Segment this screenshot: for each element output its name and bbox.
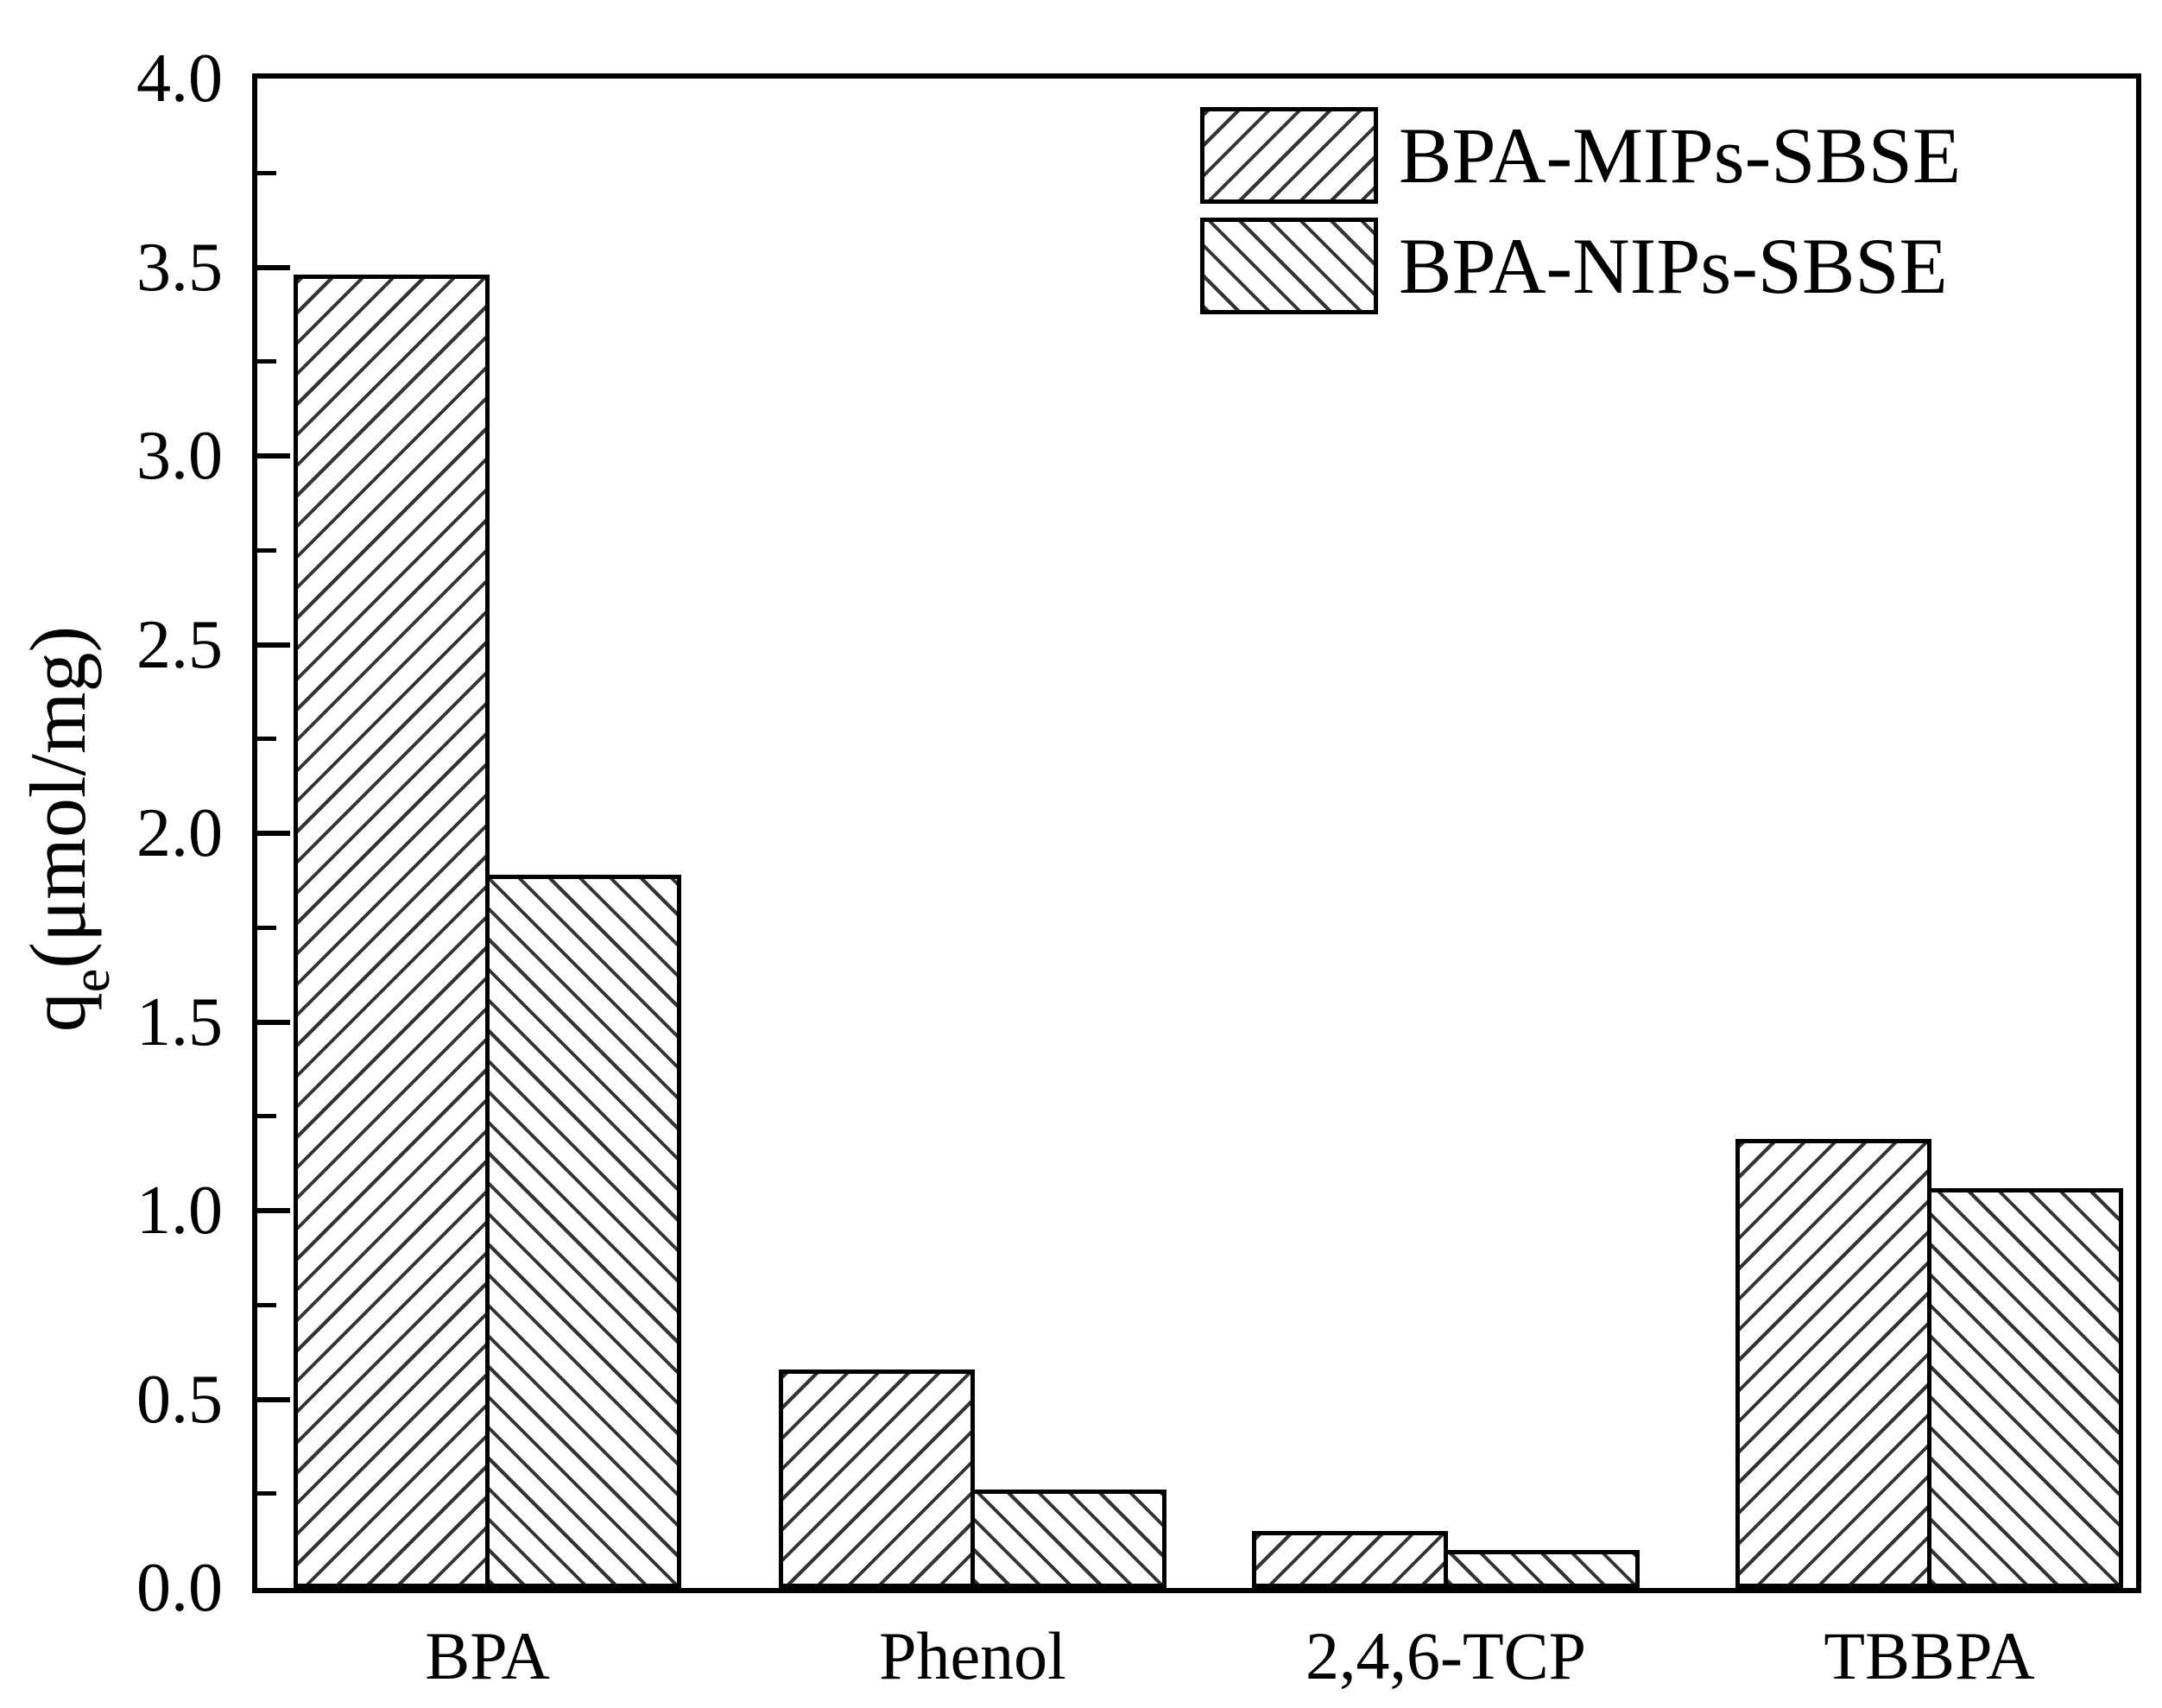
y-tick-label: 1.5 xyxy=(136,984,223,1060)
bar-nips-Phenol xyxy=(970,1490,1166,1588)
y-tick-label: 4.0 xyxy=(136,41,223,117)
legend-swatch-nips xyxy=(1200,218,1378,314)
y-tick-minor xyxy=(257,359,276,364)
bar-nips-BPA xyxy=(485,875,681,1588)
y-tick-major xyxy=(257,831,290,836)
y-tick-label: 2.0 xyxy=(136,795,223,871)
y-tick-label: 0.5 xyxy=(136,1361,223,1438)
bar-mips-TBBPA xyxy=(1735,1138,1931,1588)
bar-mips-BPA xyxy=(294,275,490,1588)
y-tick-minor xyxy=(257,547,276,553)
y-tick-major xyxy=(257,1396,290,1402)
x-category-label: BPA xyxy=(425,1618,550,1693)
legend-swatch-mips xyxy=(1200,107,1378,204)
y-tick-major xyxy=(257,1208,290,1213)
y-tick-minor xyxy=(257,1302,276,1307)
plot-area xyxy=(252,73,2141,1593)
y-tick-label: 3.0 xyxy=(136,418,223,494)
x-category-label: Phenol xyxy=(879,1618,1066,1693)
y-tick-label: 3.5 xyxy=(136,229,223,306)
y-tick-minor xyxy=(257,1114,276,1119)
y-tick-minor xyxy=(257,170,276,175)
x-category-label: 2,4,6-TCP xyxy=(1305,1618,1587,1693)
bar-nips-2,4,6-TCP xyxy=(1444,1550,1640,1588)
x-category-label: TBBPA xyxy=(1824,1618,2035,1693)
y-tick-major xyxy=(257,264,290,270)
y-tick-minor xyxy=(257,737,276,742)
y-tick-major xyxy=(257,1019,290,1025)
y-tick-minor xyxy=(257,1491,276,1496)
y-tick-major xyxy=(257,453,290,459)
legend-label-nips: BPA-NIPs-SBSE xyxy=(1399,222,1948,310)
y-tick-label: 1.0 xyxy=(136,1173,223,1249)
bar-mips-2,4,6-TCP xyxy=(1252,1531,1448,1588)
y-tick-minor xyxy=(257,925,276,930)
bar-mips-Phenol xyxy=(779,1369,975,1588)
y-tick-label: 2.5 xyxy=(136,606,223,683)
bar-nips-TBBPA xyxy=(1927,1187,2123,1588)
legend-label-mips: BPA-MIPs-SBSE xyxy=(1399,111,1962,199)
y-tick-label: 0.0 xyxy=(136,1550,223,1626)
y-tick-major xyxy=(257,642,290,648)
